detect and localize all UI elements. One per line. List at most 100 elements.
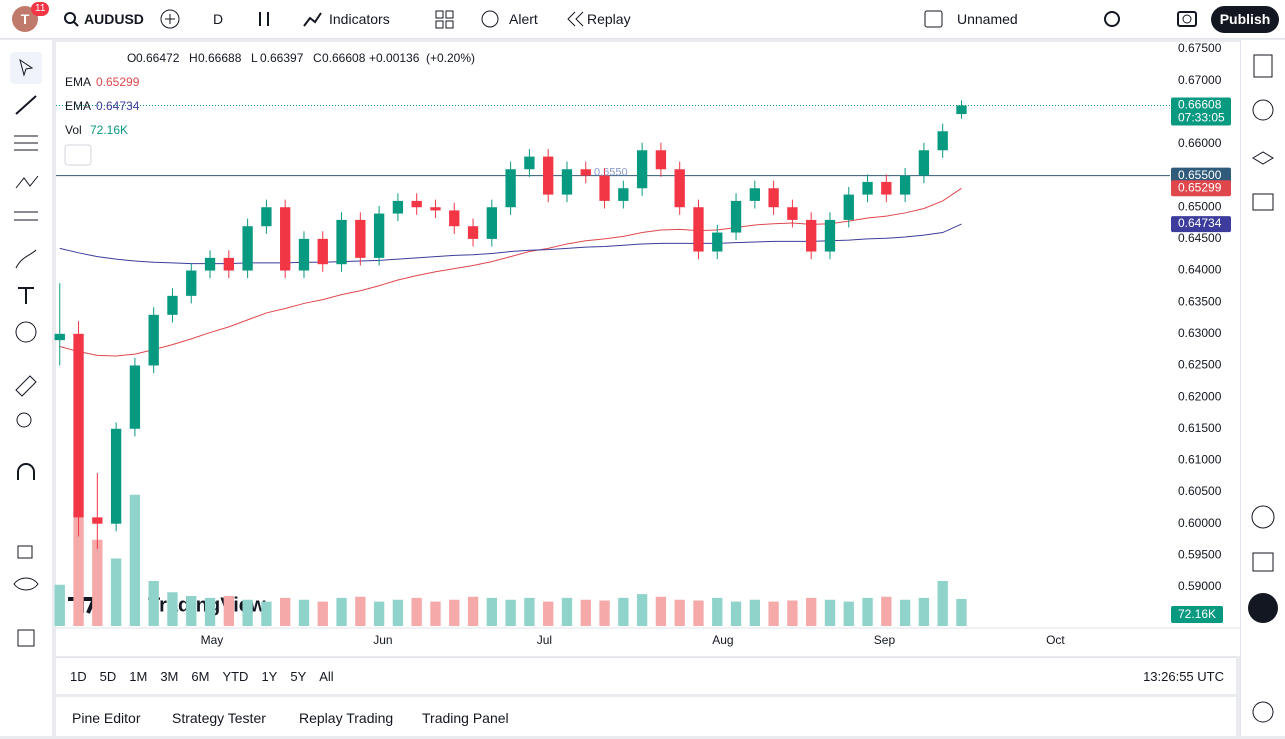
candle-body: [129, 365, 141, 429]
volume-bar: [730, 601, 742, 626]
volume-bar: [411, 597, 422, 626]
clock: 13:26:55 UTC: [1143, 669, 1224, 684]
candle-body: [486, 207, 497, 239]
y-tick-label: 0.65000: [1178, 199, 1222, 213]
panel-tab[interactable]: Strategy Tester: [172, 710, 266, 726]
ohlc-legend: H: [189, 51, 198, 65]
x-tick-label: Jul: [537, 633, 552, 647]
range-button[interactable]: 3M: [160, 669, 179, 684]
panel-tab[interactable]: Pine Editor: [72, 710, 141, 726]
volume-bar: [73, 517, 84, 626]
hline-label: 0.6550: [594, 166, 628, 178]
candle-body: [730, 200, 742, 233]
symbol[interactable]: AUDUSD: [84, 11, 144, 27]
range-button[interactable]: 5Y: [290, 669, 307, 684]
chart: TradingView 0.675000.670000.665000.66000…: [54, 41, 1240, 656]
price-tag: [1171, 180, 1231, 197]
volume-bar: [918, 597, 930, 626]
x-tick-label: Sep: [874, 633, 896, 647]
volume-bar: [806, 597, 817, 626]
volume-bar: [899, 599, 911, 626]
candle-body: [636, 150, 648, 189]
volume-bar: [787, 600, 798, 626]
candle-body: [430, 207, 441, 211]
candle-body: [92, 517, 103, 524]
candle-body: [881, 181, 892, 195]
y-tick-label: 0.61000: [1178, 453, 1222, 467]
candle-body: [355, 219, 366, 258]
volume-bar: [561, 597, 573, 626]
top-toolbar: T 11 AUDUSD D Indicators Alert Replay Un…: [0, 0, 1285, 39]
candle-body: [223, 257, 234, 271]
candle-body: [73, 333, 84, 518]
volume-bar: [355, 596, 366, 626]
candle-body: [787, 207, 798, 220]
layout-name[interactable]: Unnamed: [957, 11, 1018, 27]
range-button[interactable]: 5D: [99, 669, 117, 684]
volume-bar: [693, 600, 704, 626]
range-button[interactable]: 1Y: [261, 669, 278, 684]
candle-body: [280, 207, 291, 271]
y-tick-label: 0.67000: [1178, 73, 1222, 87]
range-button[interactable]: 1D: [70, 669, 87, 684]
y-tick-label: 0.59000: [1178, 579, 1222, 593]
ohlc-legend: 0.66472: [136, 51, 180, 65]
volume-bar: [167, 592, 178, 626]
volume-bar: [223, 596, 234, 626]
volume-bar: [618, 597, 629, 626]
volume-bar: [674, 599, 685, 626]
range-button[interactable]: 1M: [129, 669, 148, 684]
candle-body: [618, 188, 629, 201]
y-tick-label: 0.64500: [1178, 231, 1222, 245]
replay-button[interactable]: Replay: [587, 11, 631, 27]
volume-bar: [449, 599, 460, 626]
candle-body: [937, 131, 948, 151]
indicators-button[interactable]: Indicators: [329, 11, 390, 27]
range-button[interactable]: YTD: [222, 669, 249, 684]
volume-tag-label: 72.16K: [1178, 607, 1216, 621]
volume-bar: [956, 598, 967, 626]
volume-bar: [636, 594, 648, 626]
indicator-value: 0.64734: [96, 99, 140, 113]
volume-bar: [186, 596, 197, 626]
volume-bar: [54, 584, 65, 626]
candle-body: [806, 219, 817, 252]
candle-body: [524, 156, 535, 170]
x-tick-label: Oct: [1046, 633, 1065, 647]
legend-change-pct: (+0.20%): [426, 51, 475, 65]
candle-body: [392, 200, 404, 214]
volume-bar: [430, 601, 441, 626]
range-buttons: 1D 5D 1M 3M 6M YTD 1Y 5Y All: [70, 669, 347, 684]
publish-button[interactable]: Publish: [1211, 6, 1279, 33]
range-bar: 1D 5D 1M 3M 6M YTD 1Y 5Y All 13:26:55 UTC: [56, 657, 1236, 694]
ohlc-legend: C: [313, 51, 322, 65]
candle-body: [561, 169, 573, 195]
volume-bar: [261, 601, 272, 626]
ohlc-legend: 0.66608: [322, 51, 366, 65]
price-tag: [1171, 97, 1231, 126]
countdown: 07:33:05: [1178, 111, 1225, 125]
candle-body: [712, 232, 723, 252]
candle-body: [843, 194, 854, 220]
interval[interactable]: D: [213, 11, 224, 27]
panel-tab[interactable]: Trading Panel: [422, 710, 509, 726]
y-tick-label: 0.63500: [1178, 294, 1222, 308]
bottom-panel-bar: Pine Editor Strategy Tester Replay Tradi…: [56, 697, 1236, 736]
volume-bar: [524, 597, 535, 626]
volume-bar: [543, 601, 554, 626]
panel-tab[interactable]: Replay Trading: [299, 710, 394, 726]
indicator-name: EMA: [65, 99, 91, 113]
toolbar-icons: [64, 9, 1197, 29]
candle-body: [505, 169, 516, 208]
indicator-value: 0.65299: [96, 75, 140, 89]
y-tick-label: 0.64000: [1178, 263, 1222, 277]
range-button[interactable]: All: [319, 669, 334, 684]
sidebar-icons: [1248, 54, 1278, 723]
candle-body: [411, 200, 422, 208]
volume-bar: [843, 601, 854, 626]
candle-body: [655, 150, 667, 170]
alert-button[interactable]: Alert: [509, 11, 538, 27]
price-tag: [1171, 167, 1231, 184]
range-button[interactable]: 6M: [191, 669, 210, 684]
